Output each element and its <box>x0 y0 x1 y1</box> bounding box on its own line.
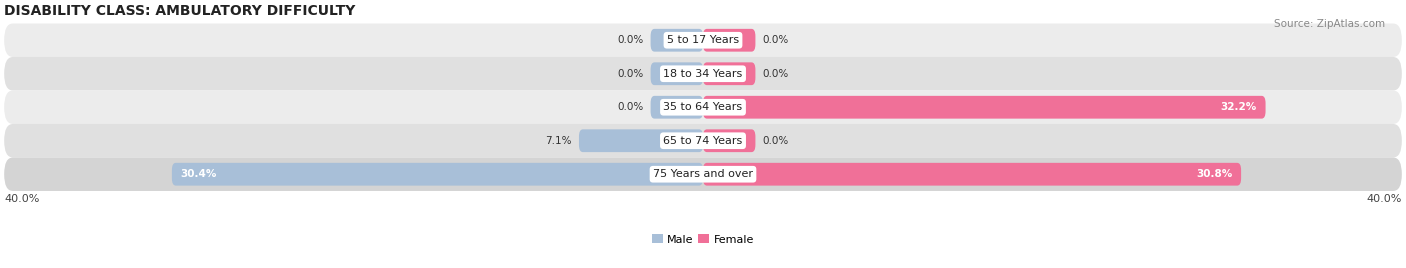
Text: 30.8%: 30.8% <box>1197 169 1233 179</box>
Text: 35 to 64 Years: 35 to 64 Years <box>664 102 742 112</box>
FancyBboxPatch shape <box>4 91 1402 124</box>
FancyBboxPatch shape <box>651 29 703 52</box>
Text: 18 to 34 Years: 18 to 34 Years <box>664 69 742 79</box>
FancyBboxPatch shape <box>4 124 1402 158</box>
FancyBboxPatch shape <box>4 24 1402 57</box>
FancyBboxPatch shape <box>651 96 703 119</box>
FancyBboxPatch shape <box>703 29 755 52</box>
FancyBboxPatch shape <box>4 57 1402 91</box>
Text: 75 Years and over: 75 Years and over <box>652 169 754 179</box>
Text: 40.0%: 40.0% <box>1367 194 1402 204</box>
Text: 30.4%: 30.4% <box>180 169 217 179</box>
Text: 0.0%: 0.0% <box>617 69 644 79</box>
Text: 0.0%: 0.0% <box>762 69 789 79</box>
Text: DISABILITY CLASS: AMBULATORY DIFFICULTY: DISABILITY CLASS: AMBULATORY DIFFICULTY <box>4 4 356 18</box>
Text: Source: ZipAtlas.com: Source: ZipAtlas.com <box>1274 19 1385 29</box>
FancyBboxPatch shape <box>703 163 1241 186</box>
FancyBboxPatch shape <box>703 96 1265 119</box>
FancyBboxPatch shape <box>703 62 755 85</box>
Text: 0.0%: 0.0% <box>617 35 644 45</box>
Text: 7.1%: 7.1% <box>546 136 572 146</box>
Text: 5 to 17 Years: 5 to 17 Years <box>666 35 740 45</box>
Text: 0.0%: 0.0% <box>762 35 789 45</box>
FancyBboxPatch shape <box>651 62 703 85</box>
FancyBboxPatch shape <box>4 158 1402 191</box>
Text: 65 to 74 Years: 65 to 74 Years <box>664 136 742 146</box>
FancyBboxPatch shape <box>703 129 755 152</box>
Text: 32.2%: 32.2% <box>1220 102 1257 112</box>
Text: 0.0%: 0.0% <box>762 136 789 146</box>
Legend: Male, Female: Male, Female <box>647 230 759 249</box>
Text: 40.0%: 40.0% <box>4 194 39 204</box>
Text: 0.0%: 0.0% <box>617 102 644 112</box>
FancyBboxPatch shape <box>579 129 703 152</box>
FancyBboxPatch shape <box>172 163 703 186</box>
